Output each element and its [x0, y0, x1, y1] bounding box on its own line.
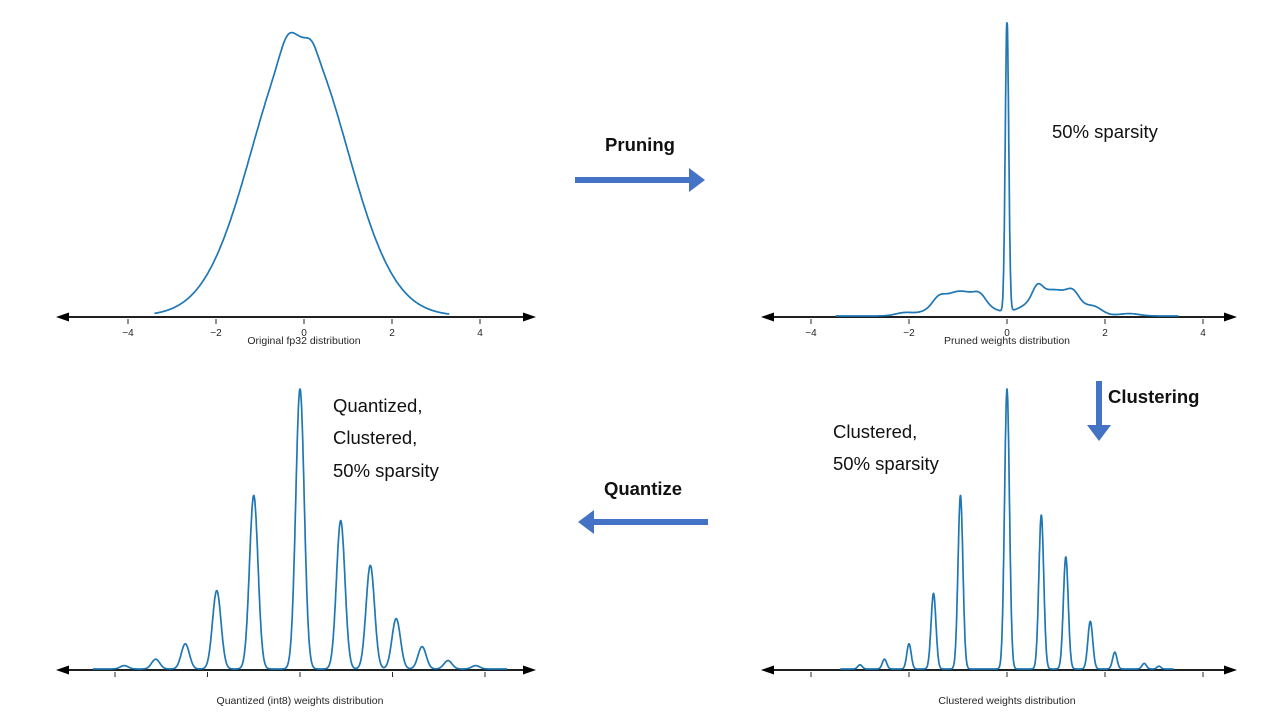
axis-left-arrowhead [56, 665, 69, 675]
pruned-distribution-plot: −4 −2 0 2 4 [755, 12, 1245, 357]
x-tick-label: 2 [1102, 681, 1108, 682]
x-tick-label: 50 [387, 681, 399, 682]
x-tick-label: −100 [104, 681, 127, 682]
clustering-arrow-label: Clustering [1108, 386, 1200, 407]
original-distribution-plot: −4 −2 0 2 4 [40, 12, 550, 357]
pruned-plot-caption: Pruned weights distribution [943, 335, 1071, 347]
axis-left-arrowhead [761, 665, 774, 675]
annotation-line: Quantized, [333, 395, 423, 416]
clustered-plot-caption: Clustered weights distribution [938, 695, 1076, 707]
annotation-line: 50% sparsity [833, 453, 939, 475]
clustered-distribution-chart: −4 −2 0 2 4 [761, 388, 1237, 682]
annotation-line: Clustered, [333, 427, 418, 449]
x-tick-label: 2 [1102, 328, 1108, 339]
clustering-arrow [1086, 381, 1112, 446]
pruned-sparsity-annotation: 50% sparsity [1052, 116, 1158, 148]
quantized-sparsity-annotation: Quantized, Clustered, 50% sparsity [333, 390, 439, 487]
annotation-line: 50% sparsity [333, 459, 439, 481]
quantized-distribution-chart: −100 −50 0 50 100 [56, 388, 536, 682]
x-tick-label: −2 [903, 681, 915, 682]
x-tick-label: −2 [210, 328, 222, 339]
x-tick-label: 4 [1200, 681, 1206, 682]
density-curve [839, 388, 1175, 670]
annotation-line: Clustered, [833, 421, 918, 442]
right-arrow-icon [575, 168, 705, 192]
x-tick-label: 0 [301, 328, 307, 339]
x-tick-label: 100 [477, 681, 494, 682]
x-tick-label: −4 [805, 328, 817, 339]
x-tick-label: −2 [903, 328, 915, 339]
x-tick-label: 0 [1004, 681, 1010, 682]
axis-left-arrowhead [56, 312, 69, 322]
x-tick-label: 0 [1004, 328, 1010, 339]
density-curve [92, 388, 508, 670]
clustered-sparsity-annotation: Clustered, 50% sparsity [833, 416, 939, 481]
quantized-distribution-plot: −100 −50 0 50 100 [40, 382, 550, 682]
pruned-distribution-chart: −4 −2 0 2 4 [761, 22, 1237, 339]
down-arrow-icon [1087, 381, 1111, 441]
axis-right-arrowhead [523, 312, 536, 322]
quantize-arrow [578, 509, 708, 540]
axis-right-arrowhead [523, 665, 536, 675]
axis-left-arrowhead [761, 312, 774, 322]
left-arrow-icon [578, 510, 708, 534]
x-tick-label: 4 [477, 328, 483, 339]
pruning-arrow [575, 167, 705, 198]
pruning-arrow-label: Pruning [605, 134, 675, 155]
axis-right-arrowhead [1224, 312, 1237, 322]
quantize-arrow-label: Quantize [603, 478, 683, 499]
annotation-line: 50% sparsity [1052, 121, 1158, 142]
x-tick-label: −50 [199, 681, 216, 682]
original-plot-caption: Original fp32 distribution [247, 335, 361, 347]
density-curve [153, 31, 450, 315]
axis-right-arrowhead [1224, 665, 1237, 675]
x-tick-label: −4 [805, 681, 817, 682]
quantized-plot-caption: Quantized (int8) weights distribution [216, 695, 384, 707]
x-tick-label: 0 [297, 681, 303, 682]
original-distribution-chart: −4 −2 0 2 4 [56, 31, 536, 339]
x-tick-label: −4 [122, 328, 134, 339]
x-tick-label: 4 [1200, 328, 1206, 339]
x-tick-label: 2 [389, 328, 395, 339]
density-curve [834, 22, 1180, 317]
clustered-distribution-plot: −4 −2 0 2 4 [755, 382, 1245, 682]
